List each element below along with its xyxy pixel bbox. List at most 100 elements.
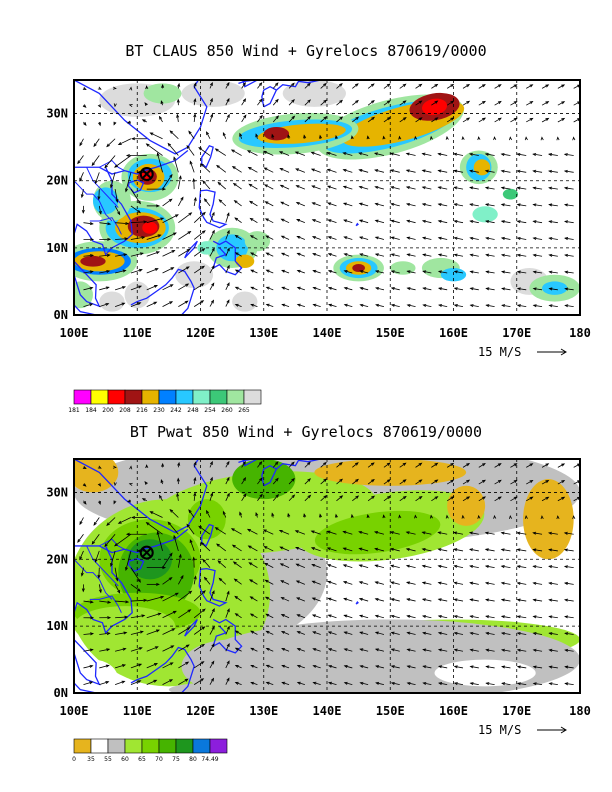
- wind-vector: [169, 509, 179, 518]
- wind-arrowhead: [497, 479, 502, 483]
- wind-arrowhead: [405, 202, 411, 206]
- wind-vector: [407, 287, 416, 291]
- wind-arrowhead: [279, 546, 284, 550]
- wind-vector: [146, 646, 159, 652]
- wind-vector: [264, 167, 274, 173]
- wind-vector: [336, 495, 343, 502]
- wind-vector: [407, 598, 416, 602]
- wind-arrowhead: [265, 681, 270, 685]
- wind-arrowhead: [184, 678, 189, 682]
- wind-arrowhead: [226, 212, 230, 217]
- wind-arrowhead: [226, 625, 230, 630]
- wind-arrowhead: [323, 99, 327, 104]
- wind-vector: [328, 665, 337, 669]
- wind-arrowhead: [234, 217, 239, 221]
- wind-vector: [296, 563, 306, 569]
- wind-vector: [375, 648, 385, 652]
- wind-vector: [206, 131, 211, 139]
- wind-arrowhead: [167, 142, 172, 147]
- wind-arrowhead: [564, 287, 569, 291]
- wind-arrowhead: [144, 102, 148, 106]
- wind-vector: [422, 632, 432, 635]
- wind-vector: [391, 253, 400, 257]
- wind-arrowhead: [319, 513, 323, 518]
- wind-vector: [250, 235, 258, 240]
- wind-arrowhead: [200, 163, 204, 167]
- colorbar-label: 200: [102, 407, 114, 414]
- wind-vector: [235, 269, 242, 274]
- wind-arrowhead: [110, 184, 114, 189]
- lon-tick-label: 150E: [376, 704, 405, 718]
- coastline: [127, 557, 145, 573]
- panel2-pwat-shading: [74, 459, 580, 693]
- wind-arrowhead: [438, 304, 443, 308]
- wind-arrowhead: [187, 230, 192, 235]
- wind-vector: [533, 565, 543, 569]
- wind-arrowhead: [466, 83, 471, 88]
- wind-arrowhead: [466, 479, 471, 483]
- wind-vector: [438, 682, 448, 686]
- wind-arrowhead: [481, 463, 486, 467]
- wind-arrowhead: [484, 565, 489, 569]
- wind-arrowhead: [563, 186, 568, 190]
- wind-vector: [501, 288, 511, 291]
- wind-arrowhead: [548, 304, 553, 308]
- wind-arrowhead: [185, 283, 190, 287]
- wind-vector: [93, 138, 100, 147]
- wind-vector: [159, 495, 163, 501]
- shading-region: [352, 263, 365, 273]
- wind-vector: [549, 632, 558, 635]
- wind-arrowhead: [214, 148, 219, 152]
- wind-arrowhead: [406, 631, 411, 635]
- wind-vector: [470, 615, 479, 619]
- wind-vector: [438, 598, 448, 602]
- wind-vector: [541, 463, 549, 468]
- colorbar-swatch: [73, 738, 92, 754]
- wind-vector: [83, 254, 94, 257]
- wind-arrowhead: [97, 103, 101, 108]
- wind-vector: [106, 517, 116, 526]
- wind-arrowhead: [188, 130, 192, 135]
- wind-arrowhead: [265, 252, 270, 256]
- wind-arrowhead: [264, 218, 269, 222]
- wind-arrowhead: [406, 598, 411, 602]
- wind-arrowhead: [307, 115, 312, 120]
- wind-arrowhead: [105, 303, 110, 306]
- wind-arrowhead: [438, 682, 443, 686]
- wind-arrowhead: [259, 114, 263, 119]
- wind-arrowhead: [143, 220, 148, 224]
- wind-vector: [541, 84, 549, 89]
- wind-vector: [241, 493, 247, 501]
- wind-arrowhead: [389, 152, 394, 156]
- wind-arrowhead: [200, 300, 205, 304]
- wind-arrowhead: [97, 86, 102, 90]
- wind-arrowhead: [89, 664, 94, 668]
- wind-vector: [352, 462, 359, 468]
- wind-vector: [328, 581, 337, 585]
- wind-vector: [297, 614, 306, 619]
- wind-vector: [454, 271, 464, 274]
- wind-vector: [502, 682, 511, 686]
- wind-arrowhead: [532, 220, 537, 224]
- wind-arrowhead: [405, 152, 410, 156]
- shading-region: [99, 291, 125, 312]
- wind-arrowhead: [485, 615, 490, 619]
- wind-arrowhead: [80, 194, 84, 199]
- colorbar-swatch: [226, 389, 245, 405]
- wind-arrowhead: [485, 304, 490, 308]
- wind-arrowhead: [342, 185, 347, 189]
- wind-arrowhead: [209, 81, 213, 86]
- wind-arrowhead: [264, 562, 268, 566]
- wind-arrowhead: [469, 564, 474, 568]
- wind-arrowhead: [466, 117, 471, 121]
- wind-arrowhead: [398, 135, 402, 140]
- wind-arrowhead: [122, 647, 127, 651]
- wind-vector: [494, 101, 502, 106]
- wind-vector: [517, 666, 527, 669]
- wind-vector: [478, 463, 486, 468]
- wind-arrowhead: [374, 169, 379, 173]
- wind-vector: [469, 548, 479, 552]
- wind-arrowhead: [310, 530, 315, 534]
- wind-arrowhead: [370, 462, 375, 466]
- wind-vector: [360, 304, 369, 307]
